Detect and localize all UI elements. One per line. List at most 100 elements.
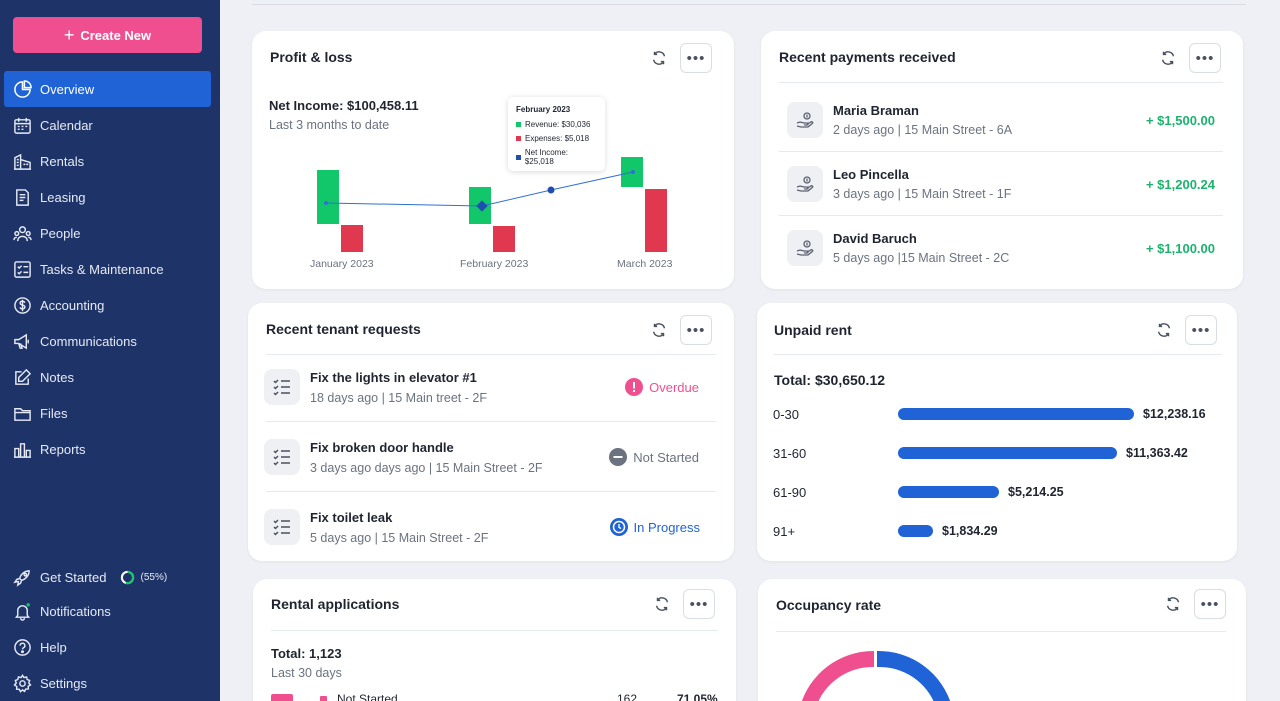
sidebar-item-label: Leasing bbox=[40, 189, 86, 205]
rent-bar[interactable] bbox=[898, 408, 1134, 420]
card-title: Unpaid rent bbox=[774, 322, 852, 338]
checklist-icon bbox=[264, 439, 300, 475]
sidebar-item-communications[interactable]: Communications bbox=[4, 323, 211, 359]
net-income-line bbox=[325, 171, 634, 207]
payment-detail: 2 days ago | 15 Main Street - 6A bbox=[833, 123, 1013, 137]
divider bbox=[774, 354, 1222, 355]
request-row[interactable]: Fix toilet leak 5 days ago | 15 Main Stre… bbox=[264, 493, 716, 561]
rent-row: 31-60 $11,363.42 bbox=[773, 443, 1223, 463]
request-row[interactable]: Fix broken door handle 3 days ago days ag… bbox=[264, 423, 716, 491]
payment-row[interactable]: Maria Braman 2 days ago | 15 Main Street … bbox=[779, 88, 1223, 152]
card-title: Profit & loss bbox=[270, 49, 353, 65]
divider bbox=[779, 151, 1223, 152]
request-detail: 5 days ago | 15 Main Street - 2F bbox=[310, 530, 489, 545]
status-badge: Not Started bbox=[609, 448, 699, 466]
more-options-button[interactable]: ••• bbox=[680, 315, 712, 345]
more-options-button[interactable]: ••• bbox=[680, 43, 712, 73]
sidebar-item-accounting[interactable]: Accounting bbox=[4, 287, 211, 323]
net-point-mar bbox=[631, 170, 635, 174]
dollar-circle-icon bbox=[14, 296, 31, 314]
rent-bucket-label: 31-60 bbox=[773, 445, 807, 461]
status-label: Not Started bbox=[633, 449, 699, 465]
clock-icon bbox=[609, 518, 628, 536]
sidebar-item-overview[interactable]: Overview bbox=[4, 71, 211, 107]
payer-name: David Baruch bbox=[833, 231, 917, 246]
applications-bar bbox=[271, 694, 293, 701]
status-badge: Overdue bbox=[625, 378, 699, 396]
sidebar-item-label: Reports bbox=[40, 441, 86, 457]
rent-row: 0-30 $12,238.16 bbox=[773, 404, 1223, 424]
sidebar-item-label: Accounting bbox=[40, 297, 105, 313]
payer-name: Leo Pincella bbox=[833, 167, 909, 182]
donut-segment-pink bbox=[801, 650, 874, 701]
rent-row: 61-90 $5,214.25 bbox=[773, 482, 1223, 502]
tenant-requests-card: Recent tenant requests ••• Fix the light… bbox=[248, 303, 734, 561]
period-subtitle: Last 3 months to date bbox=[269, 118, 390, 132]
sidebar-item-notes[interactable]: Notes bbox=[4, 359, 211, 395]
request-detail: 18 days ago | 15 Main treet - 2F bbox=[310, 390, 487, 405]
sidebar-item-label: Communications bbox=[40, 333, 137, 349]
more-options-button[interactable]: ••• bbox=[1194, 589, 1226, 619]
sidebar-item-label: Files bbox=[40, 405, 68, 421]
help-icon bbox=[14, 638, 31, 656]
sidebar-item-settings[interactable]: Settings bbox=[4, 665, 211, 701]
profit-loss-card: Profit & loss ••• Net Income: $100,458.1… bbox=[252, 31, 734, 289]
checklist-icon bbox=[264, 509, 300, 545]
refresh-icon[interactable] bbox=[1164, 595, 1182, 613]
more-options-button[interactable]: ••• bbox=[1185, 315, 1217, 345]
revenue-bar-jan bbox=[317, 170, 339, 224]
sidebar-item-tasks[interactable]: Tasks & Maintenance bbox=[4, 251, 211, 287]
unpaid-total: Total: $30,650.12 bbox=[774, 372, 886, 388]
divider bbox=[779, 82, 1223, 83]
revenue-swatch bbox=[516, 122, 521, 127]
request-row[interactable]: Fix the lights in elevator #1 18 days ago… bbox=[264, 353, 716, 421]
sidebar-item-leasing[interactable]: Leasing bbox=[4, 179, 211, 215]
sidebar-item-reports[interactable]: Reports bbox=[4, 431, 211, 467]
legend-label: Not Started bbox=[337, 692, 398, 701]
net-point-feb bbox=[476, 200, 488, 212]
sidebar-item-get-started[interactable]: Get Started (55%) bbox=[4, 559, 211, 595]
refresh-icon[interactable] bbox=[1155, 321, 1173, 339]
tooltip-net: Net Income: $25,018 bbox=[524, 148, 568, 166]
more-options-button[interactable]: ••• bbox=[683, 589, 715, 619]
progress-label: (55%) bbox=[140, 571, 168, 583]
sidebar-item-label: People bbox=[40, 225, 81, 241]
divider bbox=[266, 354, 716, 355]
refresh-icon[interactable] bbox=[1159, 49, 1177, 67]
sidebar-item-notifications[interactable]: Notifications bbox=[4, 593, 211, 629]
divider bbox=[779, 215, 1223, 216]
request-detail: 3 days ago days ago | 15 Main Street - 2… bbox=[310, 460, 543, 475]
sidebar-item-people[interactable]: People bbox=[4, 215, 211, 251]
card-title: Recent tenant requests bbox=[266, 321, 421, 337]
refresh-icon[interactable] bbox=[653, 595, 671, 613]
rent-bar[interactable] bbox=[898, 447, 1117, 459]
payment-row[interactable]: Leo Pincella 3 days ago | 15 Main Street … bbox=[779, 152, 1223, 216]
net-income: Net Income: $100,458.11 bbox=[269, 98, 419, 113]
create-new-button[interactable]: + Create New bbox=[13, 17, 202, 53]
refresh-icon[interactable] bbox=[650, 49, 668, 67]
checklist-icon bbox=[264, 369, 300, 405]
sidebar-item-rentals[interactable]: Rentals bbox=[4, 143, 211, 179]
progress-ring-icon bbox=[121, 570, 135, 584]
expense-swatch bbox=[516, 136, 521, 141]
recent-payments-card: Recent payments received ••• Maria Brama… bbox=[761, 31, 1243, 289]
tasks-icon bbox=[14, 260, 31, 278]
sidebar: + Create New Overview Calendar Rentals L… bbox=[0, 0, 220, 701]
sidebar-item-label: Rentals bbox=[40, 153, 85, 169]
rent-bar[interactable] bbox=[898, 525, 933, 537]
payment-row[interactable]: David Baruch 5 days ago |15 Main Street -… bbox=[779, 216, 1223, 280]
sidebar-item-help[interactable]: Help bbox=[4, 629, 211, 665]
refresh-icon[interactable] bbox=[650, 321, 668, 339]
month-label: March 2023 bbox=[617, 258, 673, 270]
rent-bar[interactable] bbox=[898, 486, 999, 498]
card-title: Occupancy rate bbox=[776, 597, 882, 613]
more-options-button[interactable]: ••• bbox=[1189, 43, 1221, 73]
create-new-label: Create New bbox=[80, 27, 152, 43]
legend-swatch bbox=[320, 696, 327, 701]
chart-tooltip: February 2023 Revenue: $30,036 Expenses:… bbox=[508, 97, 605, 171]
sidebar-item-files[interactable]: Files bbox=[4, 395, 211, 431]
building-icon bbox=[13, 153, 32, 170]
edit-note-icon bbox=[15, 368, 32, 385]
sidebar-item-calendar[interactable]: Calendar bbox=[4, 107, 211, 143]
document-icon bbox=[16, 188, 29, 206]
